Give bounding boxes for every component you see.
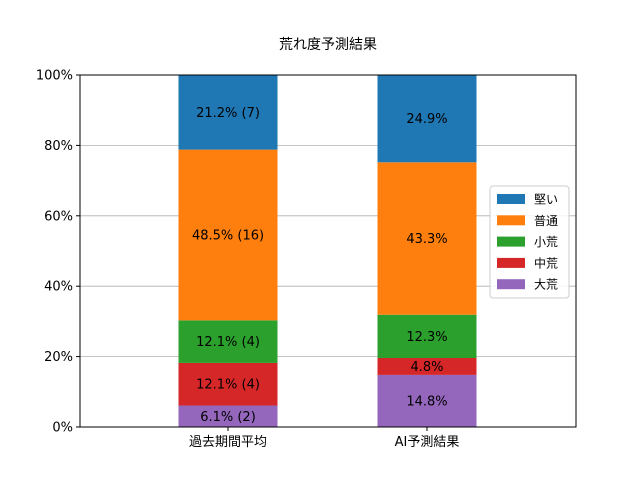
bars bbox=[178, 74, 477, 427]
bar-segment bbox=[377, 74, 477, 163]
legend-swatch bbox=[497, 194, 525, 204]
legend-label: 中荒 bbox=[534, 255, 558, 270]
legend-swatch bbox=[497, 236, 525, 247]
bar-segment bbox=[377, 374, 477, 427]
bar-segment bbox=[377, 358, 477, 375]
y-tick-label: 40% bbox=[44, 280, 73, 295]
y-tick-label: 60% bbox=[44, 209, 73, 224]
y-axis: 0% 20% 40% 60% 80% 100% bbox=[36, 69, 80, 436]
legend-label: 堅い bbox=[534, 193, 558, 207]
bar-segment bbox=[178, 75, 278, 150]
plot-frame bbox=[79, 74, 577, 428]
legend-label: 普通 bbox=[534, 214, 558, 228]
bar-segment bbox=[377, 314, 477, 359]
legend-box bbox=[489, 185, 570, 299]
chart-title: 荒れ度予測結果 bbox=[279, 37, 377, 53]
data-label: 6.1% (2) bbox=[200, 410, 256, 425]
y-tick-label: 80% bbox=[44, 139, 73, 154]
data-label: 12.1% (4) bbox=[196, 335, 260, 350]
data-label: 48.5% (16) bbox=[192, 228, 264, 243]
data-label: 12.3% bbox=[406, 330, 447, 345]
bar-segment bbox=[377, 162, 477, 315]
x-tick-label: AI予測結果 bbox=[395, 435, 460, 450]
y-tick-label: 20% bbox=[44, 350, 73, 365]
data-label: 21.2% (7) bbox=[196, 106, 260, 121]
bar-segment bbox=[178, 405, 278, 427]
y-tick-label: 100% bbox=[36, 69, 73, 84]
data-label: 12.1% (4) bbox=[196, 378, 260, 393]
segment-labels: 6.1% (2) 12.1% (4) 12.1% (4) 48.5% (16) 21.2… bbox=[192, 106, 448, 425]
bar-segment bbox=[178, 149, 278, 321]
data-label: 14.8% bbox=[406, 394, 447, 409]
data-label: 43.3% bbox=[406, 232, 447, 247]
legend-swatch bbox=[497, 215, 525, 226]
bar-segment bbox=[178, 362, 278, 406]
x-axis: 過去期間平均 AI予測結果 bbox=[189, 427, 459, 450]
x-tick-label: 過去期間平均 bbox=[189, 435, 267, 450]
legend-label: 小荒 bbox=[534, 235, 558, 249]
data-label: 24.9% bbox=[406, 112, 447, 127]
legend-swatch bbox=[497, 257, 525, 268]
y-tick-label: 0% bbox=[52, 421, 73, 436]
legend-label: 大荒 bbox=[534, 278, 558, 292]
bar-segment bbox=[178, 320, 278, 363]
data-label: 4.8% bbox=[410, 360, 443, 375]
legend-swatch bbox=[497, 279, 525, 290]
